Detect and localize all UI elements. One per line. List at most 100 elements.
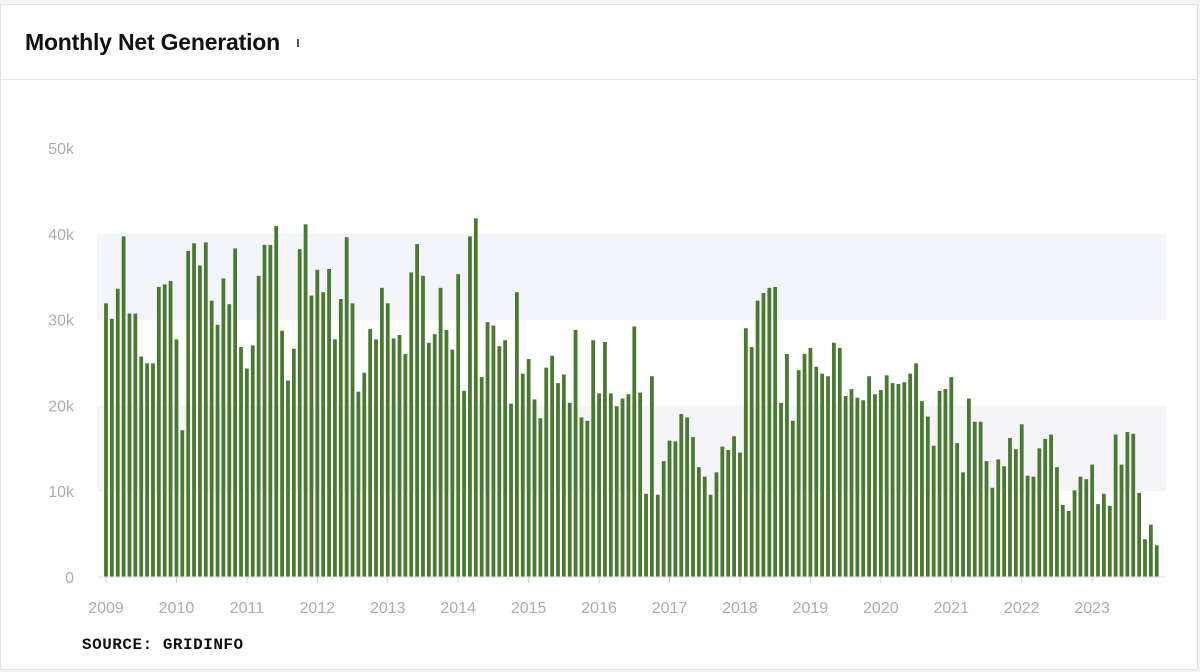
bar [479,377,484,577]
bar [409,272,414,577]
bar [749,347,754,577]
bar [937,390,942,577]
bar [356,391,361,577]
bar [1013,449,1018,577]
bar [966,398,971,577]
bar [327,268,331,577]
bar [826,376,830,577]
bar [650,376,654,577]
bar [667,440,672,577]
bar [145,363,149,577]
bar [444,329,449,577]
bar [943,389,948,577]
bar [168,280,173,577]
bar [561,374,566,577]
bar [309,295,314,577]
x-tick-label: 2016 [581,600,617,617]
bar [262,244,267,577]
bar [585,420,590,577]
bar [121,236,126,577]
bar [773,287,778,577]
bar [796,370,801,577]
bar [209,300,214,577]
bar [415,244,420,577]
bar [503,340,508,577]
bar [291,348,296,577]
bar [233,248,238,577]
bar [315,269,320,577]
bar [473,218,478,578]
x-tick-label: 2022 [1004,600,1040,617]
x-tick-label: 2020 [863,600,899,617]
bar [720,446,725,577]
y-tick-label: 10k [48,484,75,501]
bar [738,452,742,577]
bar [961,472,965,577]
bar [468,236,472,577]
bar [403,353,408,577]
bar [432,334,437,577]
bar [685,417,690,577]
bar [192,243,196,578]
bar [174,339,179,577]
bar [984,461,989,577]
bar [462,390,466,577]
bar [1148,524,1153,577]
bar [802,353,807,577]
card-header: Monthly Net Generation [1,5,1197,80]
bar [162,284,167,577]
bar [920,401,924,577]
bar [338,299,343,577]
x-tick-label: 2019 [793,600,829,617]
bar [626,394,631,577]
bar [544,367,549,577]
bar [1019,424,1024,577]
bar [808,347,813,577]
source-note: SOURCE: GRIDINFO [82,636,244,654]
bar [814,366,819,577]
bar [849,389,854,577]
bar [221,278,226,577]
bar [931,445,936,577]
bar [691,437,695,577]
bar [520,373,525,577]
y-tick-label: 30k [48,313,75,330]
x-tick-label: 2010 [159,600,195,617]
bar [109,318,114,577]
bar [127,313,132,577]
bar [1043,438,1048,577]
bar [1084,479,1089,577]
bar [1107,505,1112,577]
bar [250,345,255,577]
bar [1154,545,1159,577]
page-title: Monthly Net Generation [25,29,281,55]
bar [1049,434,1053,577]
bar [1119,464,1124,577]
bar [679,413,684,577]
x-tick-label: 2012 [300,600,336,617]
bar [303,224,308,578]
bar [767,287,772,577]
bar [831,342,836,577]
bar [726,450,731,577]
bar [761,293,766,577]
bar [790,420,795,577]
bar [867,376,871,577]
bar [702,476,707,577]
bar [180,430,185,577]
bar [133,313,138,577]
bar [491,325,496,577]
bar [286,380,290,577]
bar [567,402,572,577]
bar [1055,467,1059,577]
bar [321,292,326,577]
bar [333,339,337,577]
bar [732,436,736,577]
bar [902,382,907,577]
bar [714,472,719,577]
bar [579,417,584,577]
bar [743,328,748,577]
bar [362,372,367,577]
bar [297,249,302,578]
bar [274,226,279,577]
